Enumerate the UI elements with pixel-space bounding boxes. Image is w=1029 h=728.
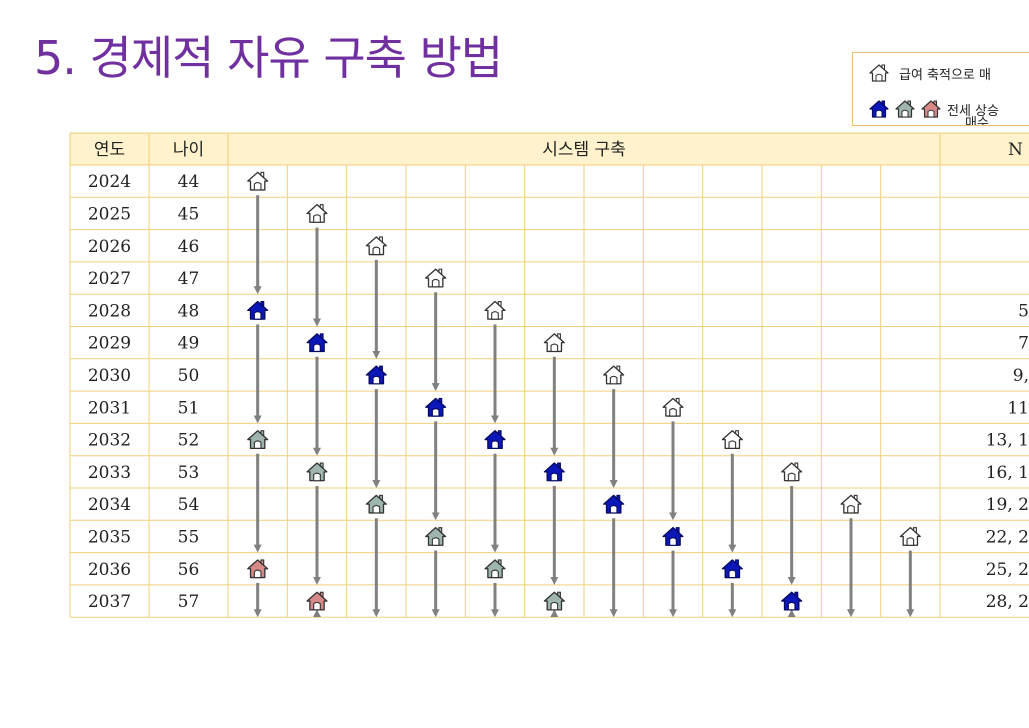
legend-row-salary: 급여 축적으로 매 bbox=[869, 63, 991, 83]
house-icon bbox=[895, 99, 915, 119]
house-icon bbox=[869, 63, 889, 83]
house-icon bbox=[247, 171, 269, 191]
house-icon bbox=[306, 203, 328, 223]
cell-last: 28, 2 bbox=[986, 592, 1029, 612]
cell-year: 2026 bbox=[88, 237, 131, 257]
house-icon bbox=[543, 591, 565, 611]
header-background bbox=[70, 133, 1029, 165]
cell-last: 16, 1 bbox=[986, 463, 1029, 483]
cell-last: 5 bbox=[1018, 301, 1029, 321]
header-last: N bbox=[1008, 140, 1023, 160]
cell-age: 55 bbox=[178, 527, 200, 547]
house-icon bbox=[484, 300, 506, 320]
cell-year: 2027 bbox=[88, 269, 131, 289]
cell-age: 54 bbox=[178, 495, 200, 515]
legend-row-jeonse: 전세 상승 bbox=[869, 99, 999, 119]
house-icon bbox=[425, 397, 447, 417]
house-icon bbox=[306, 333, 328, 353]
header-system: 시스템 구축 bbox=[542, 140, 626, 160]
house-icon bbox=[543, 462, 565, 482]
house-icon bbox=[603, 365, 625, 385]
page-title: 5. 경제적 자유 구축 방법 bbox=[34, 31, 503, 85]
cell-year: 2031 bbox=[88, 398, 131, 418]
house-icon bbox=[869, 99, 889, 119]
legend-salary-label: 급여 축적으로 매 bbox=[899, 67, 991, 83]
house-icon bbox=[662, 397, 684, 417]
house-icon bbox=[840, 494, 862, 514]
house-icon bbox=[306, 591, 328, 611]
cell-age: 48 bbox=[178, 301, 200, 321]
cell-last: 7 bbox=[1018, 334, 1029, 354]
legend-box: 급여 축적으로 매 전세 상승 매수 bbox=[852, 52, 1029, 126]
cell-age: 51 bbox=[178, 398, 200, 418]
house-icon bbox=[247, 430, 269, 450]
cell-year: 2025 bbox=[88, 204, 131, 224]
cell-last: 25, 2 bbox=[986, 560, 1029, 580]
house-icon bbox=[425, 268, 447, 288]
header-year: 연도 bbox=[94, 140, 125, 160]
cell-year: 2029 bbox=[88, 334, 131, 354]
cell-age: 56 bbox=[178, 560, 200, 580]
cell-year: 2035 bbox=[88, 527, 131, 547]
house-icon bbox=[247, 300, 269, 320]
cell-age: 47 bbox=[178, 269, 200, 289]
cell-age: 44 bbox=[178, 172, 200, 192]
cell-last: 9, bbox=[1013, 366, 1029, 386]
cell-last: 19, 2 bbox=[986, 495, 1029, 515]
cell-year: 2028 bbox=[88, 301, 131, 321]
house-icon bbox=[921, 99, 941, 119]
house-icon bbox=[425, 526, 447, 546]
legend-jeonse-label-2: 매수 bbox=[965, 116, 989, 126]
cell-year: 2030 bbox=[88, 366, 131, 386]
house-icon bbox=[484, 559, 506, 579]
house-icon bbox=[781, 591, 803, 611]
house-icon bbox=[365, 494, 387, 514]
house-icon bbox=[721, 559, 743, 579]
house-icon bbox=[365, 365, 387, 385]
cell-year: 2032 bbox=[88, 431, 131, 451]
header-age: 나이 bbox=[173, 140, 204, 160]
house-icon bbox=[543, 333, 565, 353]
cell-last: 11 bbox=[1007, 398, 1029, 418]
house-icon bbox=[721, 430, 743, 450]
cell-age: 49 bbox=[178, 334, 200, 354]
cell-year: 2033 bbox=[88, 463, 131, 483]
house-icon bbox=[247, 559, 269, 579]
cell-age: 45 bbox=[178, 204, 200, 224]
cell-year: 2034 bbox=[88, 495, 131, 515]
cell-age: 46 bbox=[178, 237, 200, 257]
cell-age: 52 bbox=[178, 431, 200, 451]
legend-jeonse-label: 전세 상승 bbox=[947, 103, 999, 119]
house-icon bbox=[306, 462, 328, 482]
house-icon bbox=[603, 494, 625, 514]
cell-last: 22, 2 bbox=[986, 527, 1029, 547]
cell-age: 50 bbox=[178, 366, 200, 386]
cell-age: 57 bbox=[178, 592, 200, 612]
cell-last: 13, 1 bbox=[986, 431, 1029, 451]
house-icon bbox=[484, 430, 506, 450]
cell-age: 53 bbox=[178, 463, 200, 483]
house-icon bbox=[781, 462, 803, 482]
cell-year: 2037 bbox=[88, 592, 131, 612]
house-icon bbox=[899, 526, 921, 546]
cell-year: 2036 bbox=[88, 560, 131, 580]
cell-year: 2024 bbox=[88, 172, 131, 192]
house-icon bbox=[365, 236, 387, 256]
house-icon bbox=[662, 526, 684, 546]
